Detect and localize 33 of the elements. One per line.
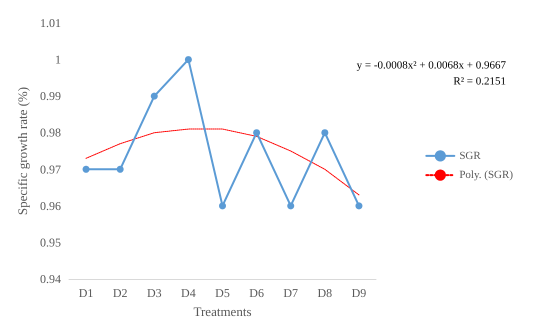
legend-label: SGR [459,150,482,162]
x-tick-label: D9 [352,286,366,300]
y-tick-label: 1.01 [40,16,61,30]
point [150,92,158,100]
x-axis-title: Treatments [193,304,252,319]
y-tick-label: 0.94 [40,272,61,286]
x-tick-label: D1 [78,286,94,300]
y-tick-label: 0.97 [40,162,61,176]
point [355,202,362,210]
point [184,56,192,64]
x-tick-label: D4 [181,286,196,300]
x-tick-label: D8 [317,286,332,300]
y-tick-label: 0.96 [40,198,61,213]
y-tick-label: 0.95 [40,235,61,250]
point [116,166,124,173]
x-tick-label: D3 [146,286,162,300]
point [287,202,294,210]
legend-label: Poly. (SGR) [459,169,514,182]
y-tick-label: 1 [55,52,61,67]
point [219,202,226,210]
y-axis-title: Specific growth rate (%) [15,86,30,216]
x-tick-label: D7 [283,286,298,300]
text: R² = 0.2151 [453,76,506,88]
x-tick-label: D5 [215,286,230,300]
point [82,166,90,173]
annotation: y = -0.0008x² + 0.0068x + 0.9667 [356,60,506,72]
line-series [86,128,360,196]
x-tick-label: D6 [249,286,264,300]
y-tick-label: 0.99 [40,89,61,104]
y-tick-label: 0.98 [40,126,61,140]
point [321,129,328,136]
x-tick-label: D2 [112,286,128,300]
point [253,129,260,136]
